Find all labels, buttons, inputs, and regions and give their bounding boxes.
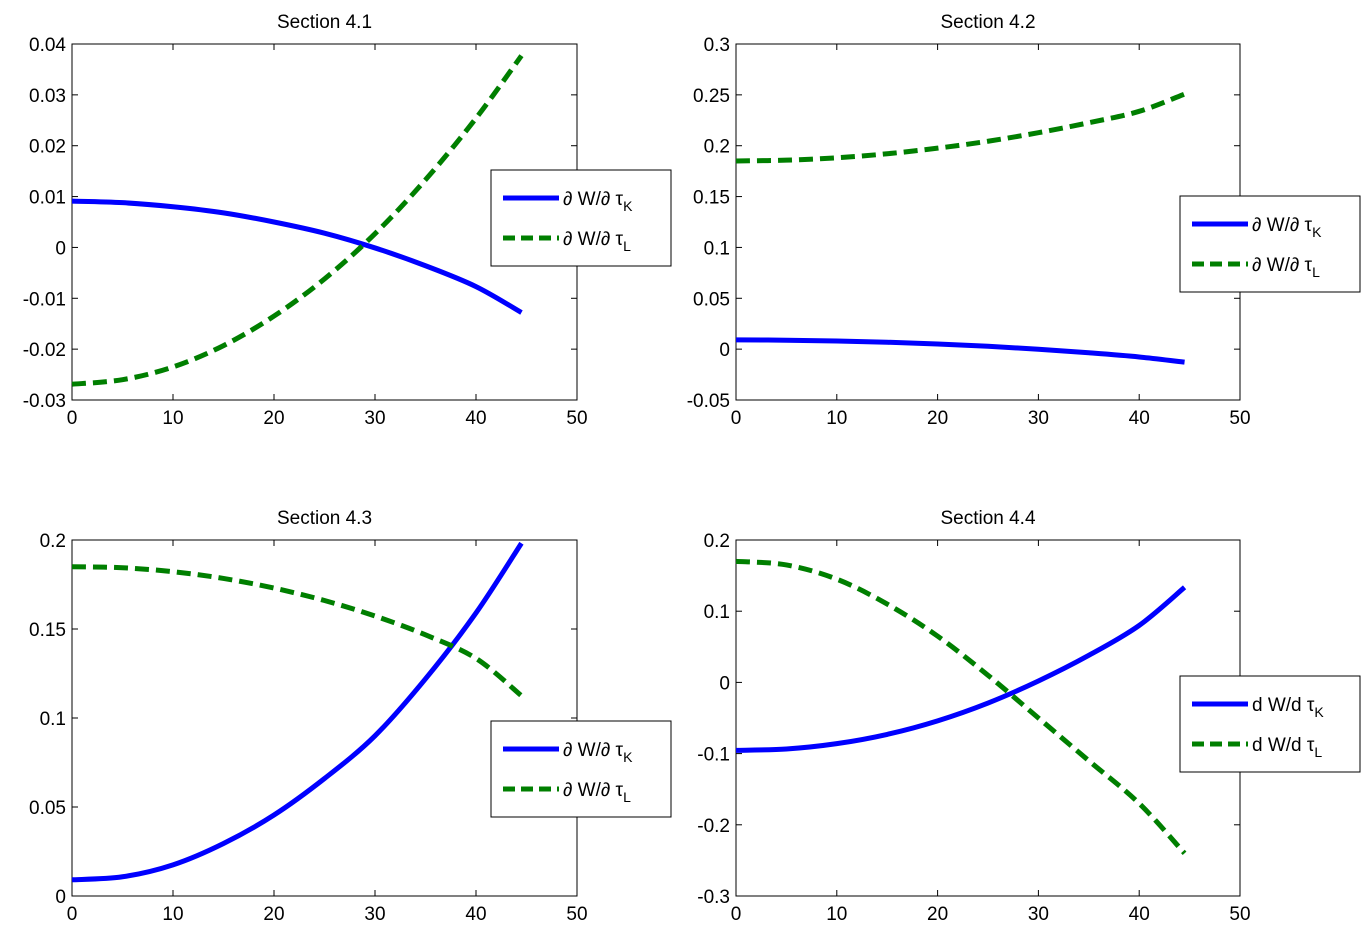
y-tick-label: 0.25 — [693, 86, 730, 107]
y-tick-label: 0.05 — [693, 289, 730, 310]
series-line-k — [71, 198, 523, 315]
x-tick-label: 40 — [465, 408, 486, 429]
series-line-l — [735, 91, 1186, 164]
y-tick-label: 0.2 — [704, 531, 730, 552]
x-tick-label: 40 — [1129, 904, 1150, 925]
plot-area — [71, 539, 578, 897]
x-tick-label: 50 — [566, 408, 587, 429]
legend-box — [490, 169, 672, 267]
x-tick-label: 0 — [731, 408, 742, 429]
legend: d W/d τK d W/d τL — [1179, 675, 1361, 773]
x-tick-label: 40 — [1129, 408, 1150, 429]
x-tick-label: 30 — [364, 408, 385, 429]
y-tick-label: 0.3 — [704, 35, 730, 56]
chart-title: Section 4.3 — [277, 508, 372, 529]
chart-panel-3: Section 4.3 0 10 20 30 40 50 0 0.05 0.1 0.15 0.2 ∂ W… — [29, 508, 672, 925]
chart-title: Section 4.2 — [940, 12, 1035, 33]
legend-box — [490, 720, 672, 818]
y-tick-label: 0 — [55, 238, 66, 259]
x-tick-label: 0 — [67, 904, 78, 925]
legend-label: d W/d τL — [1252, 735, 1322, 760]
legend-label: ∂ W/∂ τL — [563, 780, 631, 805]
legend-box — [1179, 195, 1361, 293]
y-tick-label: 0.15 — [29, 620, 66, 641]
x-tick-label: 30 — [364, 904, 385, 925]
x-tick-label: 10 — [826, 408, 847, 429]
y-tick-label: 0.1 — [704, 602, 730, 623]
y-tick-label: 0.02 — [29, 137, 66, 158]
x-tick-label: 50 — [566, 904, 587, 925]
legend-label: ∂ W/∂ τK — [563, 740, 633, 765]
legend-label: ∂ W/∂ τL — [563, 229, 631, 254]
legend-label: ∂ W/∂ τK — [563, 189, 633, 214]
series-line-k — [735, 337, 1185, 365]
y-tick-label: -0.1 — [697, 745, 730, 766]
legend-box — [1179, 675, 1361, 773]
x-tick-label: 20 — [263, 904, 284, 925]
x-tick-label: 20 — [263, 408, 284, 429]
y-tick-label: -0.02 — [23, 340, 66, 361]
y-tick-label: -0.3 — [697, 887, 730, 908]
x-tick-label: 10 — [162, 408, 183, 429]
y-tick-label: -0.01 — [23, 289, 66, 310]
legend-label: ∂ W/∂ τL — [1252, 255, 1320, 280]
y-tick-label: 0 — [719, 673, 730, 694]
series-line-l — [71, 54, 524, 387]
chart-title: Section 4.4 — [940, 508, 1035, 529]
plot-area — [735, 539, 1241, 897]
chart-panel-2: Section 4.20 10 20 30 40 50-0.0500.050.10.150… — [687, 12, 1361, 429]
chart-panel-4: Section 4.4 0 10 20 30 40 50 -0.3 -0.2 -0.1 0 0.1 0.… — [697, 508, 1361, 925]
series-line-k — [71, 541, 524, 883]
y-tick-label: 0.03 — [29, 86, 66, 107]
series-line-k — [735, 585, 1187, 753]
y-tick-label: -0.2 — [697, 816, 730, 837]
legend-label: d W/d τK — [1252, 695, 1324, 720]
x-tick-label: 30 — [1028, 904, 1049, 925]
y-tick-label: 0.15 — [693, 188, 730, 209]
y-tick-label: 0.2 — [704, 137, 730, 158]
x-tick-label: 50 — [1229, 408, 1250, 429]
x-tick-label: 0 — [67, 408, 78, 429]
x-tick-label: 10 — [162, 904, 183, 925]
y-tick-label: 0.1 — [40, 709, 66, 730]
x-tick-label: 50 — [1229, 904, 1250, 925]
y-tick-label: 0.1 — [704, 238, 730, 259]
x-tick-label: 20 — [927, 904, 948, 925]
y-tick-label: 0 — [719, 340, 730, 361]
y-tick-label: 0.04 — [29, 35, 66, 56]
y-tick-label: 0.01 — [29, 188, 66, 209]
series-line-l — [71, 564, 524, 698]
chart-title: Section 4.1 — [277, 12, 372, 33]
legend: ∂ W/∂ τK ∂ W/∂ τL — [490, 169, 672, 267]
x-tick-label: 30 — [1028, 408, 1049, 429]
legend: ∂ W/∂ τK ∂ W/∂ τL — [1179, 195, 1361, 293]
legend: ∂ W/∂ τK ∂ W/∂ τL — [490, 720, 672, 818]
x-tick-label: 10 — [826, 904, 847, 925]
x-tick-label: 20 — [927, 408, 948, 429]
y-tick-label: 0.2 — [40, 531, 66, 552]
y-tick-label: 0 — [55, 887, 66, 908]
y-tick-label: -0.05 — [687, 391, 730, 412]
x-tick-label: 40 — [465, 904, 486, 925]
y-tick-label: 0.05 — [29, 798, 66, 819]
y-tick-label: -0.03 — [23, 391, 66, 412]
x-tick-label: 0 — [731, 904, 742, 925]
chart-panel-1: Section 4.1 0 10 20 30 40 50 -0.03 -0.02 -0.01 0 0.… — [23, 12, 672, 429]
legend-label: ∂ W/∂ τK — [1252, 215, 1322, 240]
series-line-l — [735, 558, 1187, 855]
